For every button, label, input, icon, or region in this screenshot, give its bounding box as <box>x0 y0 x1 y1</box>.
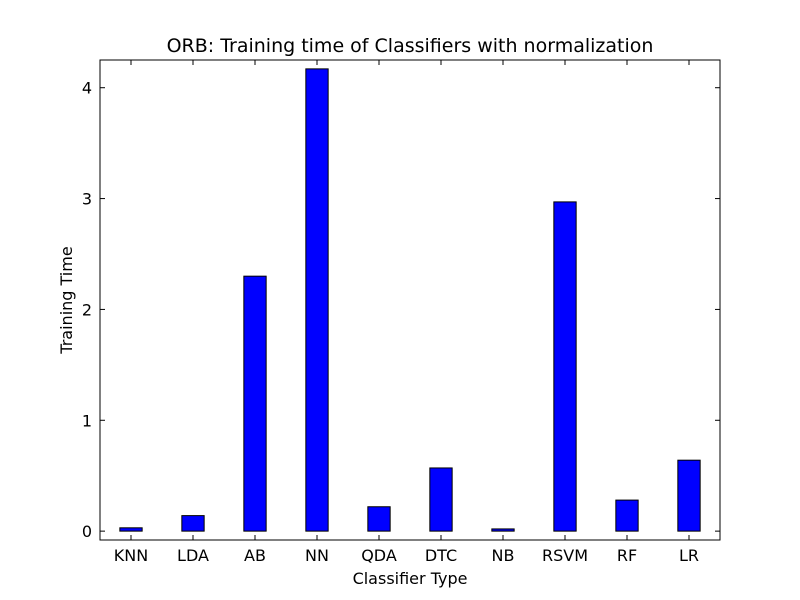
x-tick-label-lda: LDA <box>177 546 209 565</box>
bar-nb <box>491 528 515 532</box>
bars-group <box>119 68 701 532</box>
x-tick-label-lr: LR <box>679 546 699 565</box>
x-axis-label: Classifier Type <box>353 569 468 588</box>
x-tick-label-qda: QDA <box>361 546 397 565</box>
x-tick-label-knn: KNN <box>114 546 148 565</box>
y-tick-label-3: 3 <box>82 190 92 209</box>
bar-ab <box>243 275 267 532</box>
bar-lda <box>181 515 205 532</box>
x-tick-label-nb: NB <box>492 546 515 565</box>
y-tick-label-2: 2 <box>82 300 92 319</box>
bar-lr <box>677 459 701 532</box>
bar-qda <box>367 506 391 532</box>
y-tick-label-0: 0 <box>82 522 92 541</box>
x-tick-label-rf: RF <box>617 546 637 565</box>
x-tick-label-rsvm: RSVM <box>542 546 588 565</box>
x-tick-label-dtc: DTC <box>425 546 457 565</box>
bar-nn <box>305 68 329 532</box>
y-tick-label-4: 4 <box>82 79 92 98</box>
ticks-group: KNN LDA AB NN QDA DTC NB RSVM RF LR 0 1 2 3 4 <box>82 60 720 565</box>
bar-rsvm <box>553 201 577 532</box>
plot-frame <box>99 59 721 541</box>
bar-knn <box>119 527 143 532</box>
bar-dtc <box>429 467 453 532</box>
y-axis-label: Training Time <box>57 246 76 354</box>
chart-title: ORB: Training time of Classifiers with n… <box>167 35 654 57</box>
y-tick-label-1: 1 <box>82 411 92 430</box>
x-tick-label-nn: NN <box>305 546 329 565</box>
x-tick-label-ab: AB <box>244 546 266 565</box>
bar-rf <box>615 499 639 532</box>
